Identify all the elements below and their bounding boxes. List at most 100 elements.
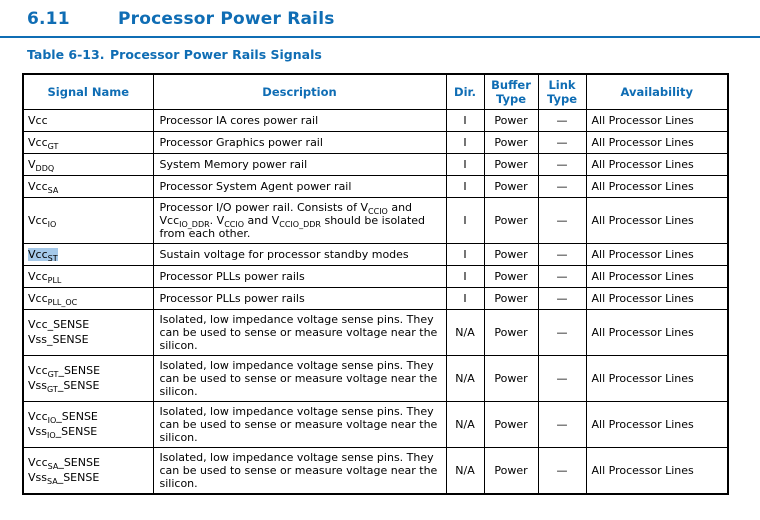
availability-cell: All Processor Lines — [585, 446, 729, 494]
description-cell: Processor PLLs power rails — [152, 286, 447, 310]
signal-name-cell: Vcc SA_SENSE VssSA_SENSE — [22, 446, 154, 494]
signal-name-line: VssGT_SENSE — [28, 378, 148, 395]
table-row: Vcc SA_SENSE VssSA_SENSE Isolated, low impe… — [22, 446, 729, 494]
subscript-text: IO_DDR — [179, 219, 210, 229]
availability-cell: All Processor Lines — [585, 286, 729, 310]
subscript-text: IO — [47, 416, 57, 426]
signals-table: Signal Name Description Dir. Buffer Type… — [22, 73, 729, 495]
description-cell: Processor IA cores power rail — [152, 108, 447, 132]
direction-cell: I — [445, 130, 485, 154]
direction-cell: I — [445, 196, 485, 244]
text-segment: _SENSE — [57, 379, 100, 392]
text-segment: Vcc — [28, 213, 48, 227]
signal-name-cell: VccGT_SENSE VssGT_SENSE — [22, 354, 154, 402]
table-row: VccSA Processor System Agent power rail I P… — [22, 174, 729, 198]
table-body: Vcc Processor IA cores power rail I Power — A… — [22, 108, 729, 494]
direction-cell: I — [445, 152, 485, 176]
signal-name-cell: VccPLL — [22, 264, 154, 288]
direction-cell: N/A — [445, 400, 485, 448]
link-type-cell: — — [537, 264, 587, 288]
text-segment: Vcc — [28, 135, 48, 149]
availability-cell: All Processor Lines — [585, 242, 729, 266]
subscript-text: PLL — [47, 275, 62, 285]
direction-cell: N/A — [445, 446, 485, 494]
text-segment: Vss — [28, 379, 47, 392]
table-caption-label: Table 6-13. — [27, 47, 105, 62]
subscript-text: DDQ — [35, 163, 55, 173]
text-segment: Sustain voltage for processor standby mo… — [159, 247, 409, 261]
text-segment: Isolated, low impedance voltage sense pi… — [159, 312, 438, 352]
text-segment: Vss — [28, 471, 47, 484]
buffer-type-cell: Power — [483, 264, 539, 288]
text-segment: Vcc — [28, 269, 48, 283]
text-segment: V — [28, 157, 36, 171]
description-cell: Isolated, low impedance voltage sense pi… — [152, 354, 447, 402]
signal-name-cell: Vcc_SENSE Vss_SENSE — [22, 308, 154, 356]
text-segment: _SENSE — [58, 456, 100, 469]
signal-name-line: VccIO — [28, 213, 148, 229]
text-segment: Processor IA cores power rail — [159, 113, 319, 127]
text-segment: Isolated, low impedance voltage sense pi… — [159, 450, 438, 490]
text-segment: _SENSE — [56, 410, 98, 423]
text-segment: and V — [244, 213, 280, 227]
section-heading: 6.11 Processor Power Rails — [27, 9, 760, 29]
direction-cell: I — [445, 242, 485, 266]
availability-cell: All Processor Lines — [585, 174, 729, 198]
signal-name-line: VssIO_SENSE — [28, 424, 148, 440]
table-row: Vcc_SENSE Vss_SENSE Isolated, low impedanc… — [22, 308, 729, 356]
text-segment: Vss_SENSE — [28, 333, 89, 346]
description-cell: Processor I/O power rail. Consists of VC… — [152, 196, 447, 244]
column-header-link-type: Link Type — [537, 73, 587, 110]
buffer-type-cell: Power — [483, 308, 539, 356]
description-cell: Processor Graphics power rail — [152, 130, 447, 154]
text-segment: Processor Graphics power rail — [159, 135, 323, 149]
link-type-cell: — — [537, 308, 587, 356]
buffer-type-cell: Power — [483, 354, 539, 402]
text-segment: Vss — [28, 425, 47, 438]
link-type-cell: — — [537, 242, 587, 266]
table-row: VccGT Processor Graphics power rail I Power… — [22, 130, 729, 154]
availability-cell: All Processor Lines — [585, 130, 729, 154]
availability-cell: All Processor Lines — [585, 264, 729, 288]
text-segment: Processor PLLs power rails — [159, 269, 305, 283]
link-type-cell: — — [537, 400, 587, 448]
text-segment: Vcc — [28, 179, 48, 193]
signal-name-line: VDDQ — [28, 157, 148, 173]
buffer-type-cell: Power — [483, 108, 539, 132]
link-type-cell: — — [537, 196, 587, 244]
table-caption: Table 6-13. Processor Power Rails Signal… — [27, 47, 760, 62]
buffer-type-cell: Power — [483, 196, 539, 244]
subscript-text: SA — [47, 477, 58, 487]
column-header-signal-name: Signal Name — [22, 73, 154, 110]
table-row: VccPLL Processor PLLs power rails I Power — A… — [22, 264, 729, 288]
text-segment: Isolated, low impedance voltage sense pi… — [159, 404, 438, 444]
buffer-type-cell: Power — [483, 286, 539, 310]
subscript-text: CCIO_DDR — [279, 219, 321, 229]
signal-name-line: VccGT_SENSE — [28, 363, 148, 379]
subscript-text: GT — [47, 385, 58, 395]
text-segment: Vcc — [28, 456, 48, 469]
signal-name-cell: VccPLL_OC — [22, 286, 154, 310]
signal-name-cell: VccIO_SENSE VssIO_SENSE — [22, 400, 154, 448]
table-row: Vcc Processor IA cores power rail I Power — A… — [22, 108, 729, 132]
signal-name-line: VccPLL_OC — [28, 291, 148, 307]
availability-cell: All Processor Lines — [585, 308, 729, 356]
table-row: VccIO Processor I/O power rail. Consists … — [22, 196, 729, 244]
signal-name-line: VssSA_SENSE — [28, 470, 148, 487]
text-segment: Isolated, low impedance voltage sense pi… — [159, 358, 438, 398]
text-segment: Vcc — [28, 291, 48, 305]
text-segment: Vcc_SENSE — [28, 318, 90, 331]
buffer-type-cell: Power — [483, 446, 539, 494]
availability-cell: All Processor Lines — [585, 152, 729, 176]
direction-cell: I — [445, 286, 485, 310]
subscript-text: PLL_OC — [47, 297, 78, 307]
buffer-type-cell: Power — [483, 174, 539, 198]
link-type-cell: — — [537, 446, 587, 494]
text-segment: _SENSE — [55, 425, 98, 438]
signal-name-cell: VccIO — [22, 196, 154, 244]
text-segment: _SENSE — [58, 364, 101, 377]
signal-name-line: VccPLL — [28, 269, 148, 285]
buffer-type-cell: Power — [483, 130, 539, 154]
direction-cell: I — [445, 264, 485, 288]
signal-name-line: VccST — [28, 247, 148, 262]
